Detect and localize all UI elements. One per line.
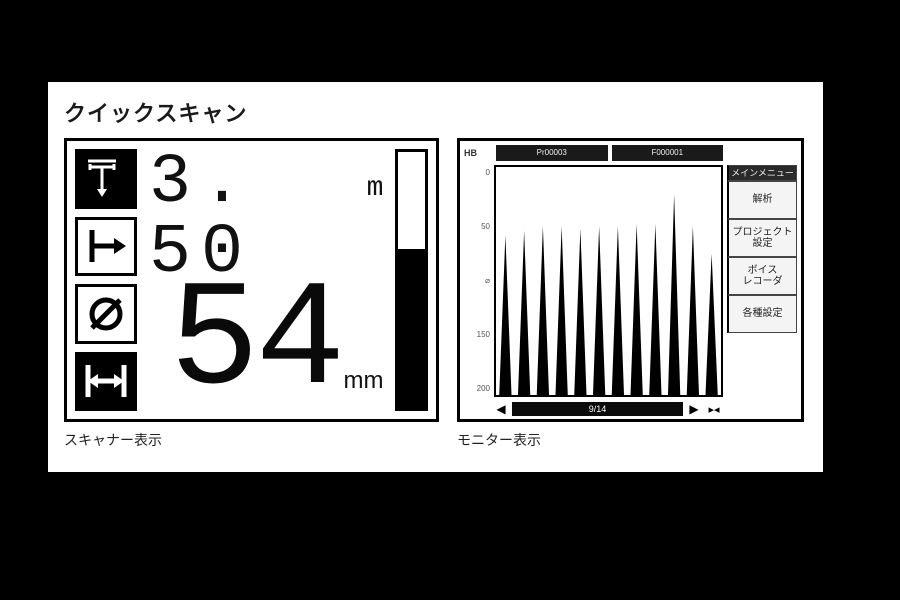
scrub-end-icon: ▸◂	[705, 403, 723, 416]
menu-header: メインメニュー	[727, 165, 797, 181]
spike-plot	[494, 165, 723, 397]
depth-readout: 54 mm	[149, 217, 383, 411]
distance-readout: 3. 50 m	[149, 149, 383, 217]
depth-value: 54	[169, 280, 341, 408]
monitor-body: 0 50 ⌀ 150 200 メインメニュー 解析 プロジェクト 設定 ボイス …	[464, 165, 797, 397]
diameter-icon	[75, 284, 137, 344]
scanner-caption: スキャナー表示	[64, 430, 439, 450]
monitor-top-seg-1: F000001	[612, 145, 724, 161]
distance-vector-icon	[75, 149, 137, 209]
distance-unit: m	[367, 173, 384, 204]
yaxis-symbol: ⌀	[485, 277, 490, 285]
yaxis-tick: 0	[486, 169, 490, 177]
icon-column	[75, 149, 137, 411]
menu-analyze[interactable]: 解析	[727, 181, 797, 219]
monitor-menu: メインメニュー 解析 プロジェクト 設定 ボイス レコーダ 各種設定	[727, 165, 797, 397]
yaxis-tick: 150	[477, 331, 490, 339]
yaxis-tick: 200	[477, 385, 490, 393]
scrub-left-icon[interactable]: ◀	[494, 402, 508, 416]
monitor-top-seg-0: Pr00003	[496, 145, 608, 161]
signal-bar	[395, 149, 428, 411]
signal-bar-fill	[398, 249, 425, 408]
figure-card: クイックスキャン	[48, 82, 823, 472]
monitor-topbar: HB Pr00003 F000001	[464, 145, 797, 161]
monitor-yaxis: 0 50 ⌀ 150 200	[464, 165, 490, 397]
monitor-display: HB Pr00003 F000001 0 50 ⌀ 150 200	[457, 138, 804, 422]
scrub-track[interactable]: 9/14	[512, 402, 683, 416]
scrub-right-icon[interactable]: ▶	[687, 402, 701, 416]
panels-row: 3. 50 m 54 mm HB Pr00003 F000001	[64, 138, 807, 422]
menu-project[interactable]: プロジェクト 設定	[727, 219, 797, 257]
readout-column: 3. 50 m 54 mm	[145, 149, 387, 411]
monitor-caption: モニター表示	[457, 430, 541, 450]
monitor-top-label: HB	[464, 145, 492, 161]
direction-right-icon	[75, 217, 137, 277]
captions-row: スキャナー表示 モニター表示	[64, 430, 807, 450]
menu-settings[interactable]: 各種設定	[727, 295, 797, 333]
page-title: クイックスキャン	[64, 96, 807, 128]
monitor-scrub: ◀ 9/14 ▶ ▸◂	[464, 401, 797, 417]
depth-unit: mm	[343, 367, 383, 407]
plot-wrap	[494, 165, 723, 397]
span-icon	[75, 352, 137, 412]
menu-voice[interactable]: ボイス レコーダ	[727, 257, 797, 295]
scanner-display: 3. 50 m 54 mm	[64, 138, 439, 422]
yaxis-tick: 50	[481, 223, 490, 231]
